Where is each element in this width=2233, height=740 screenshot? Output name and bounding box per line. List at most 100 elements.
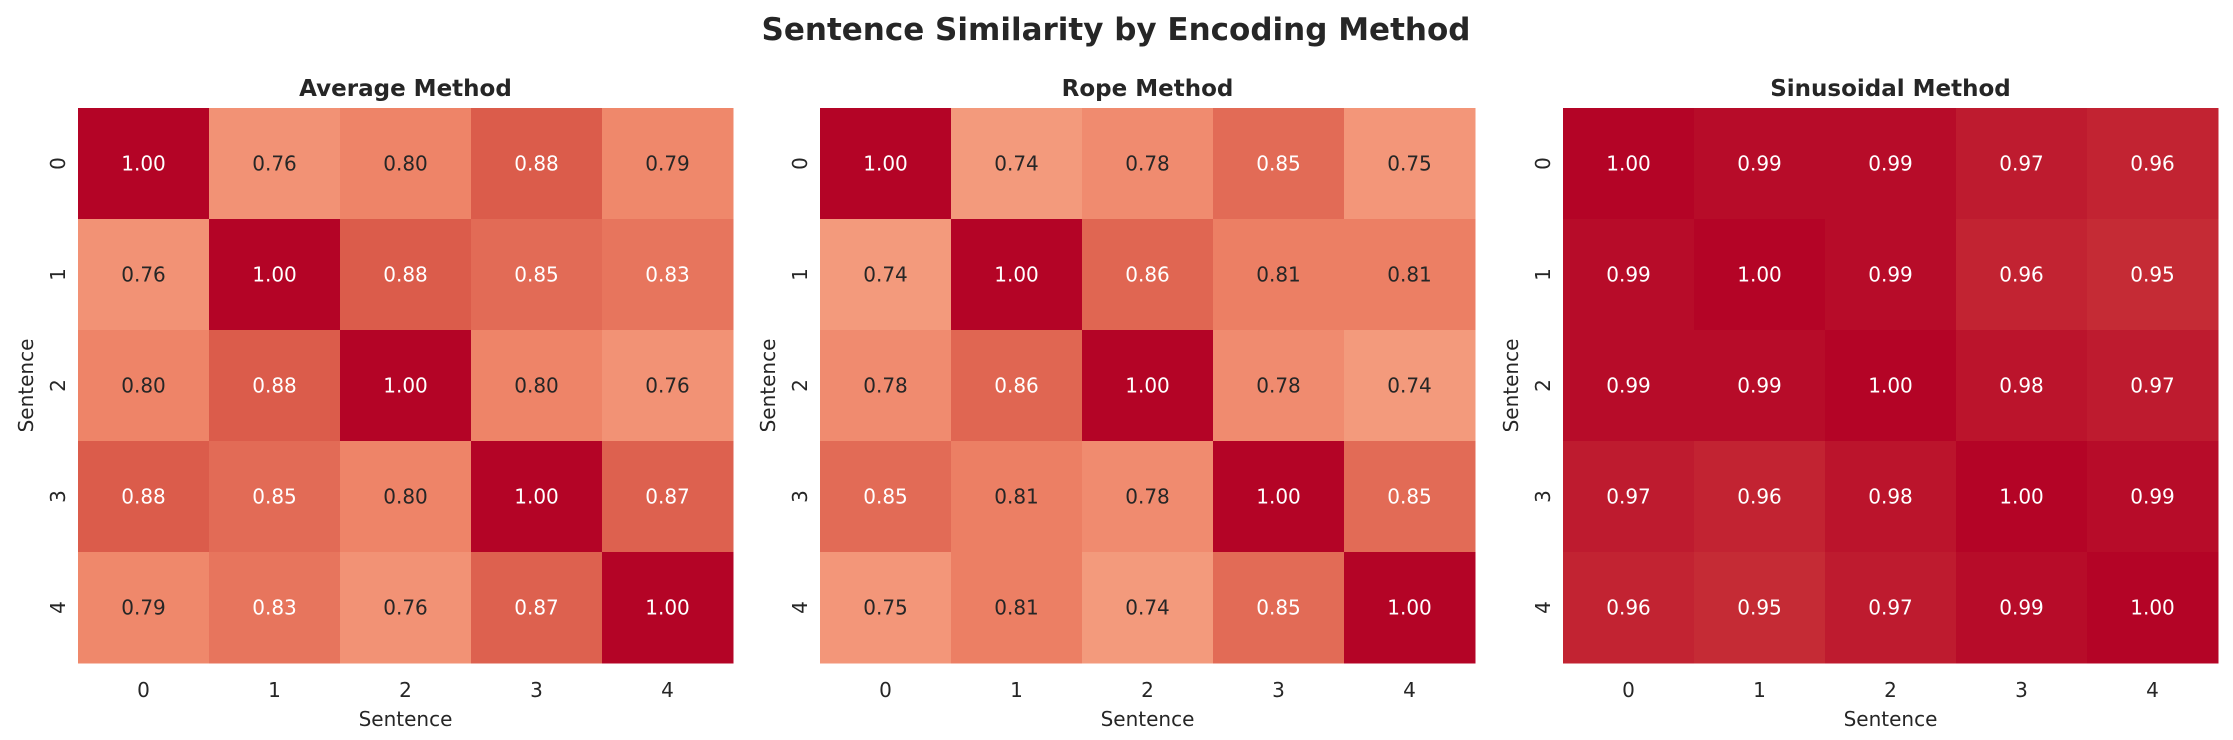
cell-label: 0.81	[1256, 263, 1301, 287]
x-tick-label: 0	[879, 678, 892, 702]
heatmap-cell	[1825, 552, 1957, 664]
cell-label: 0.87	[645, 485, 690, 509]
cell-label: 0.81	[994, 485, 1039, 509]
x-tick-label: 4	[1403, 678, 1416, 702]
y-tick-label: 2	[788, 379, 812, 392]
heatmap-cell	[951, 330, 1083, 442]
cell-label: 0.80	[383, 485, 428, 509]
heatmap-cell	[1956, 441, 2088, 553]
y-tick-label: 4	[46, 601, 70, 614]
cell-label: 0.98	[1868, 485, 1913, 509]
heatmap-cell	[820, 108, 952, 220]
cell-label: 0.96	[1999, 263, 2044, 287]
heatmap-cell	[820, 219, 952, 331]
cell-label: 0.99	[2130, 485, 2175, 509]
heatmap-cell	[1825, 330, 1957, 442]
cell-label: 1.00	[645, 596, 690, 620]
y-tick-label: 4	[1531, 601, 1555, 614]
heatmap-cell	[602, 552, 734, 664]
heatmap-cell	[1082, 219, 1214, 331]
cell-label: 0.85	[514, 263, 559, 287]
y-tick-label: 0	[1531, 157, 1555, 170]
heatmap-cell	[1694, 441, 1826, 553]
cell-label: 0.78	[1125, 152, 1170, 176]
cell-label: 0.99	[1868, 263, 1913, 287]
heatmap-cell	[1694, 108, 1826, 220]
heatmap-cell	[1082, 441, 1214, 553]
heatmap-panel-1: Rope Method 1.00 0.74 0.78 0.85 0.75 0.74 1.00 0…	[756, 76, 1476, 731]
heatmap-cell	[2087, 108, 2219, 220]
heatmap-cell	[602, 219, 734, 331]
x-tick-label: 4	[2146, 678, 2159, 702]
x-axis-label: Sentence	[359, 707, 453, 731]
cell-label: 0.88	[252, 374, 297, 398]
cell-label: 1.00	[1868, 374, 1913, 398]
heatmap-cell	[471, 552, 603, 664]
heatmap-cell	[1563, 330, 1695, 442]
heatmap-cell	[340, 108, 472, 220]
x-tick-label: 0	[1622, 678, 1635, 702]
y-tick-label: 3	[1531, 490, 1555, 503]
heatmap-cell	[1956, 219, 2088, 331]
heatmap-cell	[78, 219, 210, 331]
heatmap-cell	[78, 552, 210, 664]
heatmap-cell	[78, 330, 210, 442]
heatmap-cell	[1825, 108, 1957, 220]
x-tick-label: 1	[1753, 678, 1766, 702]
heatmap-cell	[1213, 441, 1345, 553]
cell-label: 0.80	[383, 152, 428, 176]
cell-label: 0.85	[1256, 596, 1301, 620]
heatmap-cell	[209, 552, 341, 664]
x-tick-label: 2	[1884, 678, 1897, 702]
cell-label: 0.97	[2130, 374, 2175, 398]
heatmap-cell	[1956, 552, 2088, 664]
heatmap-cell	[1694, 552, 1826, 664]
heatmap-cell	[2087, 552, 2219, 664]
y-tick-label: 0	[788, 157, 812, 170]
cell-label: 0.99	[1737, 374, 1782, 398]
heatmap-cell	[471, 441, 603, 553]
heatmap-cell	[1694, 330, 1826, 442]
cell-label: 0.78	[1125, 485, 1170, 509]
heatmap-cell	[820, 330, 952, 442]
heatmap-cell	[602, 108, 734, 220]
heatmap-cell	[471, 219, 603, 331]
cell-label: 0.79	[645, 152, 690, 176]
x-axis-label: Sentence	[1101, 707, 1195, 731]
heatmap-cell	[2087, 441, 2219, 553]
cell-label: 0.88	[514, 152, 559, 176]
cell-label: 0.76	[383, 596, 428, 620]
cell-label: 0.76	[645, 374, 690, 398]
heatmap-cell	[1956, 330, 2088, 442]
y-tick-label: 0	[46, 157, 70, 170]
heatmap-cell	[1563, 441, 1695, 553]
heatmap-cell	[1344, 108, 1476, 220]
cell-label: 1.00	[1606, 152, 1651, 176]
x-tick-label: 3	[2015, 678, 2028, 702]
cell-label: 0.99	[1868, 152, 1913, 176]
cell-label: 0.86	[1125, 263, 1170, 287]
cell-label: 0.97	[1606, 485, 1651, 509]
heatmap-cell	[1344, 330, 1476, 442]
heatmap-cell	[78, 108, 210, 220]
cell-label: 1.00	[1737, 263, 1782, 287]
heatmap-cell	[340, 441, 472, 553]
heatmap-cell	[340, 330, 472, 442]
x-tick-label: 1	[1010, 678, 1023, 702]
x-tick-label: 0	[137, 678, 150, 702]
x-tick-label: 1	[268, 678, 281, 702]
heatmap-cell	[951, 441, 1083, 553]
x-tick-label: 4	[661, 678, 674, 702]
cell-label: 0.96	[1737, 485, 1782, 509]
cell-label: 0.99	[1606, 374, 1651, 398]
x-axis-label: Sentence	[1844, 707, 1938, 731]
cell-label: 0.74	[863, 263, 908, 287]
heatmap-cell	[1825, 441, 1957, 553]
cell-label: 1.00	[994, 263, 1039, 287]
heatmap-cell	[1956, 108, 2088, 220]
cell-label: 0.81	[994, 596, 1039, 620]
cell-label: 0.98	[1999, 374, 2044, 398]
chart-title: Sentence Similarity by Encoding Method	[762, 12, 1471, 48]
cell-label: 0.85	[1256, 152, 1301, 176]
